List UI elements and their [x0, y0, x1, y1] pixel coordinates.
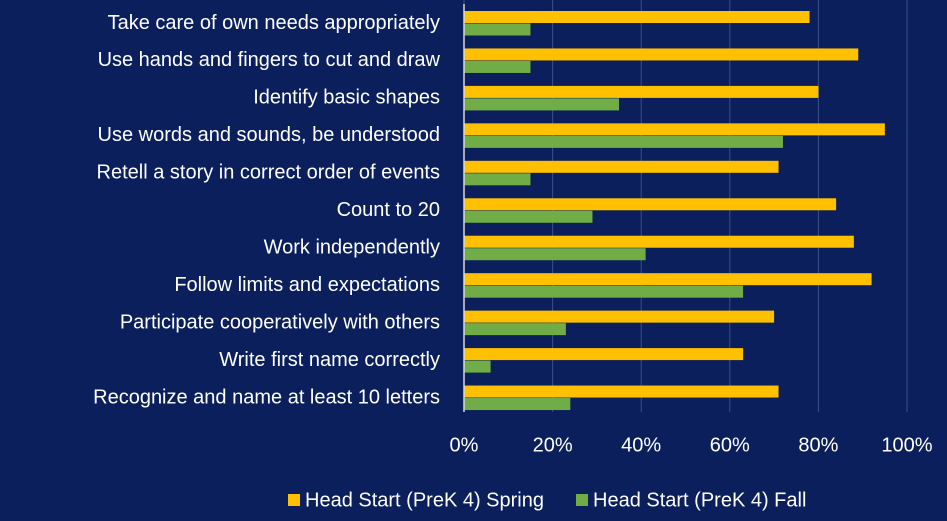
x-tick-label: 80%	[798, 434, 838, 456]
bar	[464, 23, 531, 36]
y-tick-label: Retell a story in correct order of event…	[97, 162, 440, 184]
bar	[464, 248, 646, 261]
y-tick-label: Write first name correctly	[219, 349, 440, 371]
x-tick-label: 0%	[450, 434, 479, 456]
x-tick-label: 40%	[621, 434, 661, 456]
bar	[464, 11, 810, 23]
y-tick-label: Follow limits and expectations	[174, 274, 440, 296]
y-tick-label: Recognize and name at least 10 letters	[93, 386, 440, 408]
bar	[464, 198, 837, 211]
y-tick-label: Use words and sounds, be understood	[98, 124, 440, 146]
bar	[464, 385, 779, 398]
bar	[464, 235, 854, 248]
y-tick-label: Work independently	[264, 237, 440, 259]
legend-label: Head Start (PreK 4) Spring	[305, 489, 544, 511]
bar	[464, 273, 872, 286]
bar	[464, 323, 566, 336]
bar	[464, 348, 744, 361]
legend-label: Head Start (PreK 4) Fall	[593, 489, 806, 511]
bar	[464, 310, 775, 323]
bar	[464, 123, 885, 136]
bar	[464, 160, 779, 173]
legend-swatch	[288, 494, 300, 506]
y-tick-label: Take care of own needs appropriately	[108, 12, 440, 34]
bar	[464, 60, 531, 73]
x-tick-label: 60%	[710, 434, 750, 456]
bar	[464, 173, 531, 186]
y-tick-label: Count to 20	[337, 199, 440, 221]
legend-swatch	[576, 494, 588, 506]
y-tick-label: Identify basic shapes	[253, 87, 440, 109]
bar	[464, 48, 859, 61]
bar	[464, 210, 593, 223]
y-tick-label: Participate cooperatively with others	[120, 311, 440, 333]
bar	[464, 98, 620, 111]
y-tick-label: Use hands and fingers to cut and draw	[98, 49, 441, 71]
bar	[464, 398, 571, 411]
bar	[464, 85, 819, 98]
bar	[464, 285, 744, 298]
bar	[464, 135, 783, 148]
x-tick-label: 20%	[533, 434, 573, 456]
x-tick-label: 100%	[881, 434, 932, 456]
bar	[464, 360, 491, 373]
